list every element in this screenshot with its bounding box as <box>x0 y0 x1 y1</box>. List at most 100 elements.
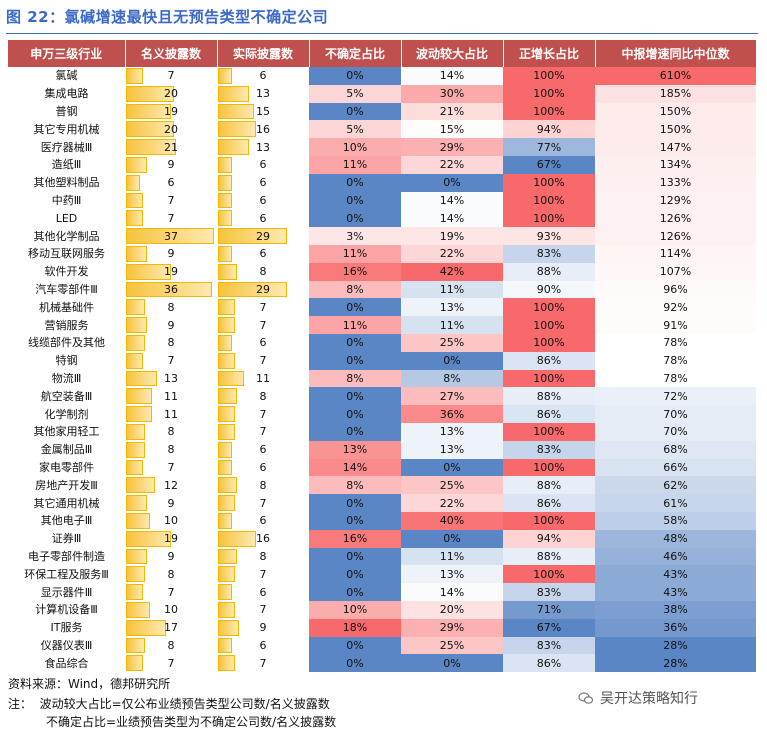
cell-industry: 医疗器械Ⅲ <box>40 140 93 154</box>
cell-median: 46% <box>595 547 756 566</box>
actual-value: 7 <box>259 407 267 421</box>
cell-volatile: 19% <box>401 227 503 245</box>
actual-bar <box>218 352 235 369</box>
cell-volatile: 15% <box>401 120 503 139</box>
cell-nominal: 8 <box>125 441 217 459</box>
actual-bar <box>218 459 233 476</box>
nominal-bar <box>126 406 153 422</box>
nominal-value: 20 <box>164 87 178 101</box>
cell-uncertain: 0% <box>309 583 401 601</box>
actual-bar <box>218 477 238 494</box>
actual-bar <box>218 174 233 191</box>
cell-actual: 7 <box>217 352 309 370</box>
cell-industry: LED <box>55 211 78 225</box>
actual-bar <box>218 512 233 529</box>
cell-positive: 67% <box>503 155 595 174</box>
table-row: IT服务 17 9 18% 29% 67% 36% <box>8 618 756 637</box>
table-row: 集成电路 20 13 5% 30% 100% 185% <box>8 84 756 103</box>
cell-median: 150% <box>595 102 756 121</box>
cell-actual: 7 <box>217 601 309 619</box>
cell-positive: 71% <box>503 600 595 619</box>
nominal-bar <box>126 423 146 440</box>
nominal-bar <box>126 228 214 244</box>
watermark-text: 吴开达策略知行 <box>600 691 698 707</box>
table-row: 证券Ⅲ 19 16 16% 0% 94% 48% <box>8 529 756 548</box>
cell-actual: 7 <box>217 654 309 672</box>
actual-value: 6 <box>259 460 267 474</box>
nominal-value: 8 <box>167 425 175 439</box>
cell-positive: 93% <box>503 227 595 245</box>
cell-positive: 100% <box>503 102 595 121</box>
actual-value: 8 <box>259 389 267 403</box>
header-volatile: 波动较大占比 <box>401 40 504 67</box>
actual-value: 9 <box>259 621 267 635</box>
cell-median: 107% <box>595 262 756 281</box>
cell-volatile: 22% <box>401 155 503 174</box>
actual-bar <box>218 370 245 387</box>
cell-nominal: 13 <box>125 370 217 388</box>
nominal-value: 37 <box>164 229 178 243</box>
cell-nominal: 12 <box>125 476 217 494</box>
cell-volatile: 0% <box>401 458 503 477</box>
actual-bar <box>218 281 287 298</box>
cell-uncertain: 0% <box>309 387 401 406</box>
cell-actual: 7 <box>217 316 309 334</box>
nominal-bar <box>126 370 157 387</box>
nominal-bar <box>126 530 172 547</box>
actual-value: 6 <box>259 585 267 599</box>
cell-positive: 100% <box>503 333 595 352</box>
cell-positive: 86% <box>503 351 595 370</box>
nominal-bar <box>126 566 146 583</box>
nominal-value: 8 <box>167 638 175 652</box>
cell-median: 36% <box>595 618 756 637</box>
table-row: 其它专用机械 20 16 5% 15% 94% 150% <box>8 120 756 139</box>
cell-actual: 6 <box>217 459 309 477</box>
table-body: 氯碱 7 6 0% 14% 100% 610% 集成电路 20 13 5% 30% 100% 185% 普钢… <box>8 67 756 673</box>
cell-uncertain: 0% <box>309 511 401 530</box>
cell-positive: 100% <box>503 458 595 477</box>
table-row: 物流Ⅲ 13 11 8% 8% 100% 78% <box>8 369 756 388</box>
cell-volatile: 14% <box>401 209 503 228</box>
cell-uncertain: 0% <box>309 636 401 655</box>
nominal-value: 9 <box>167 496 175 510</box>
table-row: 氯碱 7 6 0% 14% 100% 610% <box>8 67 756 85</box>
actual-bar <box>218 619 240 636</box>
cell-industry: 移动互联网服务 <box>28 247 105 261</box>
cell-actual: 29 <box>217 281 309 299</box>
cell-industry: 仪器仪表Ⅲ <box>40 638 93 652</box>
nominal-bar <box>126 299 146 316</box>
cell-volatile: 36% <box>401 405 503 423</box>
actual-bar <box>218 441 233 458</box>
cell-uncertain: 0% <box>309 494 401 512</box>
cell-actual: 8 <box>217 476 309 494</box>
table-row: 中药Ⅲ 7 6 0% 14% 100% 129% <box>8 191 756 210</box>
cell-uncertain: 8% <box>309 476 401 495</box>
cell-median: 78% <box>595 369 756 388</box>
nominal-bar <box>126 352 143 369</box>
cell-nominal: 21 <box>125 138 217 156</box>
cell-industry: 汽车零部件Ⅲ <box>35 282 98 296</box>
nominal-bar <box>126 548 148 565</box>
nominal-bar <box>126 441 146 458</box>
cell-uncertain: 18% <box>309 618 401 637</box>
cell-actual: 7 <box>217 494 309 512</box>
table-row: 机械基础件 8 7 0% 13% 100% 92% <box>8 298 756 317</box>
cell-uncertain: 0% <box>309 67 401 85</box>
header-row: 申万三级行业 名义披露数 实际披露数 不确定占比 波动较大占比 正增长占比 中报… <box>8 40 757 67</box>
nominal-bar <box>126 495 148 511</box>
cell-actual: 6 <box>217 156 309 174</box>
cell-volatile: 0% <box>401 173 503 192</box>
cell-actual: 6 <box>217 209 309 227</box>
actual-value: 6 <box>259 638 267 652</box>
cell-median: 92% <box>595 298 756 317</box>
cell-nominal: 7 <box>125 209 217 227</box>
cell-actual: 16 <box>217 530 309 548</box>
cell-nominal: 20 <box>125 85 217 103</box>
cell-uncertain: 10% <box>309 600 401 619</box>
nominal-bar <box>126 334 146 351</box>
actual-value: 7 <box>259 354 267 368</box>
nominal-value: 10 <box>164 514 178 528</box>
cell-uncertain: 0% <box>309 102 401 121</box>
cell-uncertain: 10% <box>309 138 401 156</box>
cell-positive: 100% <box>503 422 595 441</box>
